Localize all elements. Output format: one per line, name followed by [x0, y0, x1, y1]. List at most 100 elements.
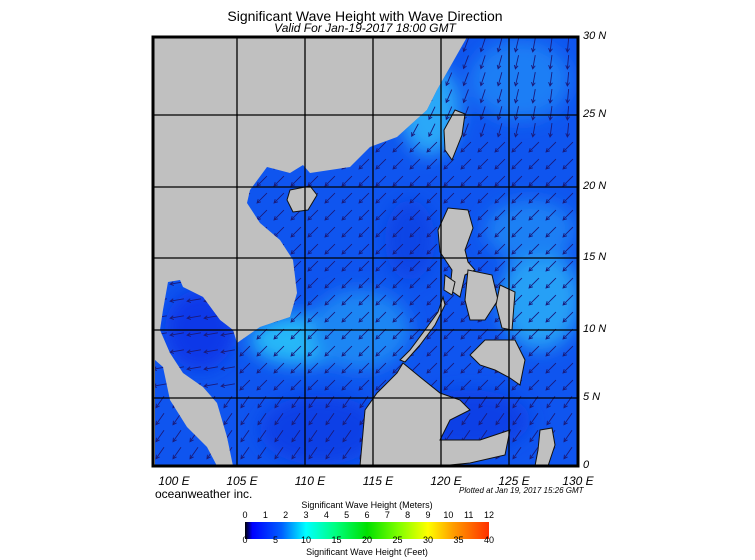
direction-arrow [341, 328, 353, 340]
direction-arrow [375, 294, 387, 306]
direction-arrow [290, 379, 302, 391]
direction-arrow [358, 379, 370, 391]
direction-arrow [562, 294, 574, 306]
lat-label: 20 N [583, 180, 607, 192]
direction-arrow [324, 209, 336, 221]
colorbar-feet-tick: 15 [331, 535, 342, 545]
direction-arrow [392, 192, 404, 204]
direction-arrow [341, 311, 353, 323]
direction-arrow [273, 175, 285, 187]
direction-arrow [443, 328, 455, 340]
direction-arrow [545, 379, 557, 391]
direction-arrow [324, 260, 336, 272]
direction-arrow [477, 141, 489, 153]
direction-arrow [392, 294, 404, 306]
colorbar-meters-tick: 7 [384, 510, 390, 520]
direction-arrow [494, 209, 506, 221]
direction-arrow [358, 362, 370, 374]
direction-arrow [511, 209, 523, 221]
islands [286, 109, 556, 467]
direction-arrow [274, 413, 284, 426]
direction-arrow [409, 158, 421, 170]
direction-arrow [511, 260, 523, 272]
direction-arrow [291, 447, 301, 460]
direction-arrow [341, 192, 353, 204]
direction-arrow [392, 345, 404, 357]
direction-arrow [307, 226, 319, 238]
colorbar-meters-tick: 12 [483, 510, 495, 520]
direction-arrow [341, 226, 353, 238]
direction-arrow [460, 379, 472, 391]
direction-arrow [494, 260, 506, 272]
direction-arrow [531, 72, 536, 87]
direction-arrow [273, 328, 285, 340]
direction-arrow [409, 226, 421, 238]
colorbar-feet-tick: 10 [300, 535, 312, 545]
direction-arrow [565, 88, 570, 104]
direction-arrow [460, 158, 472, 170]
direction-arrow [477, 158, 489, 170]
direction-arrow [273, 345, 285, 357]
direction-arrow [341, 243, 353, 255]
direction-arrow [511, 158, 523, 170]
valid-time-subtitle: Valid For Jan-19-2017 18:00 GMT [274, 21, 456, 35]
lat-label: 5 N [583, 391, 601, 403]
lon-label: 125 E [498, 474, 530, 488]
direction-arrow [496, 55, 503, 70]
direction-arrow [426, 345, 438, 357]
colorbar-feet-tick: 5 [272, 535, 279, 545]
direction-arrow [545, 226, 557, 238]
direction-arrow [341, 260, 353, 272]
direction-arrow [513, 38, 520, 53]
direction-arrow [445, 89, 453, 104]
direction-arrow [307, 209, 319, 221]
direction-arrow [392, 141, 404, 153]
direction-arrow [290, 209, 302, 221]
direction-arrow [460, 362, 472, 374]
direction-arrow [341, 345, 353, 357]
direction-arrow [528, 260, 540, 272]
direction-arrow [531, 38, 536, 53]
direction-arrow [529, 413, 539, 426]
direction-arrow [341, 379, 353, 391]
direction-arrow [513, 106, 520, 121]
direction-arrow [203, 315, 218, 320]
direction-arrow [307, 379, 319, 391]
direction-arrow [290, 345, 302, 357]
direction-arrow [392, 158, 404, 170]
direction-arrow [477, 243, 489, 255]
direction-arrow [172, 430, 182, 443]
direction-arrow [528, 277, 540, 289]
direction-arrow [426, 260, 438, 272]
direction-arrow [375, 362, 387, 374]
direction-arrow [426, 141, 438, 153]
direction-arrow [562, 175, 574, 187]
colorbar-feet-tick: 35 [453, 535, 464, 545]
lat-label: 0 [583, 459, 590, 471]
direction-arrow [307, 345, 319, 357]
direction-arrow [548, 89, 553, 104]
direction-arrow [409, 311, 421, 323]
direction-arrow [239, 362, 251, 374]
direction-arrow [562, 226, 574, 238]
palawan [399, 295, 446, 363]
direction-arrow [460, 192, 472, 204]
direction-arrow [477, 175, 489, 187]
direction-arrow [324, 192, 336, 204]
direction-arrow [565, 71, 570, 87]
direction-arrow [511, 175, 523, 187]
direction-arrow [545, 209, 557, 221]
direction-arrow [496, 72, 503, 87]
direction-arrow [290, 243, 302, 255]
direction-arrow [512, 447, 522, 460]
direction-arrow [273, 192, 285, 204]
direction-arrow [375, 192, 387, 204]
direction-arrow [494, 141, 506, 153]
direction-arrow [324, 277, 336, 289]
direction-arrow [511, 243, 523, 255]
direction-arrow [479, 38, 486, 53]
direction-arrow [375, 175, 387, 187]
direction-arrow [545, 175, 557, 187]
direction-arrow [426, 362, 438, 374]
direction-arrow [545, 328, 557, 340]
